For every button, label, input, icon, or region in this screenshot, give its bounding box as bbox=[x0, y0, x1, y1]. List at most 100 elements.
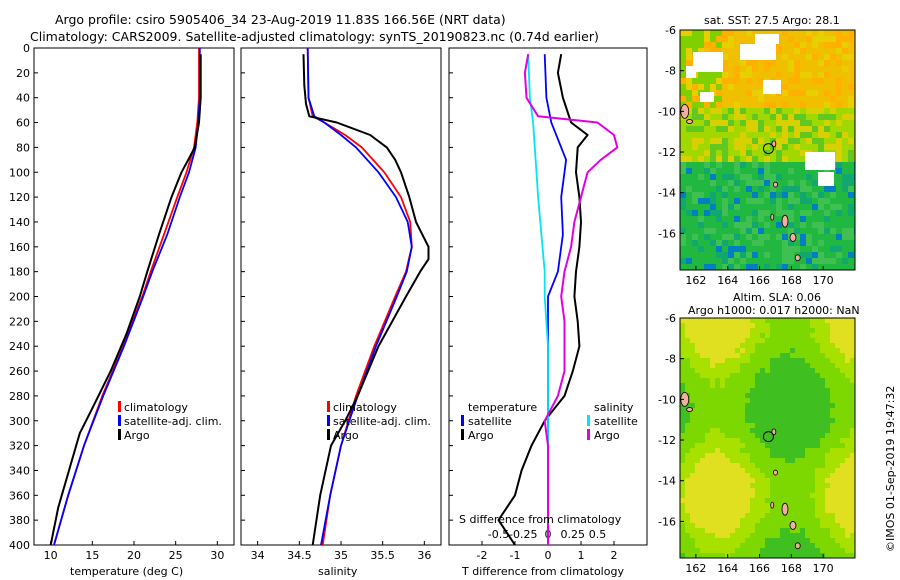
sla-cell bbox=[745, 533, 750, 538]
sst-cell bbox=[752, 60, 758, 66]
sst-cell bbox=[818, 246, 824, 252]
sla-cell bbox=[825, 383, 830, 388]
sla-cell bbox=[780, 408, 785, 413]
sla-cell bbox=[840, 338, 845, 343]
sla-cell bbox=[800, 548, 805, 553]
sla-cell bbox=[690, 483, 695, 488]
sla-cell bbox=[680, 508, 685, 513]
sst-cell bbox=[800, 126, 806, 132]
sst-cell bbox=[764, 168, 770, 174]
sst-cell bbox=[830, 30, 836, 36]
sla-cell bbox=[735, 438, 740, 443]
sla-cell bbox=[790, 473, 795, 478]
sla-cell bbox=[785, 413, 790, 418]
sst-cell bbox=[734, 114, 740, 120]
sst-cell bbox=[704, 162, 710, 168]
sst-cell bbox=[812, 84, 818, 90]
sla-cell bbox=[845, 398, 850, 403]
sla-cell bbox=[700, 478, 705, 483]
sla-cell bbox=[800, 473, 805, 478]
sst-cell bbox=[848, 204, 854, 210]
sst-cell bbox=[782, 240, 788, 246]
sla-cell bbox=[755, 548, 760, 553]
sla-cell bbox=[695, 368, 700, 373]
sst-cell bbox=[848, 192, 854, 198]
sla-cell bbox=[845, 393, 850, 398]
sla-cell bbox=[740, 503, 745, 508]
sst-cell bbox=[782, 252, 788, 258]
sla-cell bbox=[755, 358, 760, 363]
legend-swatch-satellite bbox=[118, 415, 121, 426]
sla-cell bbox=[765, 483, 770, 488]
sla-cell bbox=[840, 503, 845, 508]
sst-cell bbox=[752, 156, 758, 162]
sst-cell bbox=[764, 162, 770, 168]
sst-cell bbox=[800, 180, 806, 186]
sla-cell bbox=[765, 433, 770, 438]
sst-cell bbox=[848, 120, 854, 126]
sla-cell bbox=[740, 523, 745, 528]
sla-cell bbox=[695, 468, 700, 473]
sla-cell bbox=[750, 543, 755, 548]
sla-cell bbox=[810, 418, 815, 423]
sst-cell bbox=[812, 204, 818, 210]
sst-cell bbox=[680, 78, 686, 84]
sla-cell bbox=[680, 483, 685, 488]
sla-cell bbox=[770, 483, 775, 488]
sla-cell bbox=[770, 383, 775, 388]
sst-cell bbox=[728, 258, 734, 264]
sla-cell bbox=[825, 373, 830, 378]
sst-cell bbox=[704, 78, 710, 84]
sst-cell bbox=[788, 42, 794, 48]
sst-cell bbox=[788, 30, 794, 36]
sla-cell bbox=[685, 418, 690, 423]
sst-cell bbox=[692, 126, 698, 132]
sla-cell bbox=[755, 518, 760, 523]
sla-cell bbox=[755, 488, 760, 493]
sla-cell bbox=[785, 473, 790, 478]
sla-cell bbox=[790, 343, 795, 348]
sst-cell bbox=[794, 162, 800, 168]
sst-cell bbox=[686, 222, 692, 228]
sla-cell bbox=[745, 348, 750, 353]
sst-cell bbox=[734, 150, 740, 156]
sst-cell bbox=[800, 90, 806, 96]
sla-cell bbox=[835, 463, 840, 468]
sst-cell bbox=[806, 252, 812, 258]
sla-cell bbox=[730, 318, 735, 323]
sst-cell bbox=[824, 108, 830, 114]
sla-cell bbox=[695, 498, 700, 503]
sla-cell bbox=[830, 433, 835, 438]
sst-cell bbox=[818, 228, 824, 234]
sla-cell bbox=[725, 358, 730, 363]
sla-cell bbox=[710, 488, 715, 493]
sla-cell bbox=[755, 433, 760, 438]
sla-cell bbox=[755, 458, 760, 463]
sla-cell bbox=[825, 408, 830, 413]
sst-cell bbox=[782, 246, 788, 252]
sla-cell bbox=[810, 433, 815, 438]
sla-cell bbox=[775, 418, 780, 423]
sst-cell bbox=[842, 120, 848, 126]
sst-cell bbox=[776, 192, 782, 198]
sla-cell bbox=[740, 383, 745, 388]
sla-cell bbox=[725, 438, 730, 443]
sla-cell bbox=[725, 338, 730, 343]
sst-cell bbox=[806, 90, 812, 96]
sst-cell bbox=[728, 54, 734, 60]
sla-cell bbox=[800, 438, 805, 443]
sla-cell bbox=[795, 363, 800, 368]
sst-cell bbox=[800, 42, 806, 48]
sla-cell bbox=[685, 473, 690, 478]
sla-cell bbox=[720, 318, 725, 323]
sla-cell bbox=[725, 398, 730, 403]
sla-cell bbox=[785, 423, 790, 428]
sst-cell bbox=[728, 228, 734, 234]
sla-cell bbox=[780, 388, 785, 393]
sla-cell bbox=[815, 543, 820, 548]
sla-cell bbox=[815, 493, 820, 498]
sla-cell bbox=[680, 323, 685, 328]
series-line-t-argo bbox=[497, 54, 589, 545]
sst-cell bbox=[794, 240, 800, 246]
sst-cell bbox=[728, 264, 734, 270]
